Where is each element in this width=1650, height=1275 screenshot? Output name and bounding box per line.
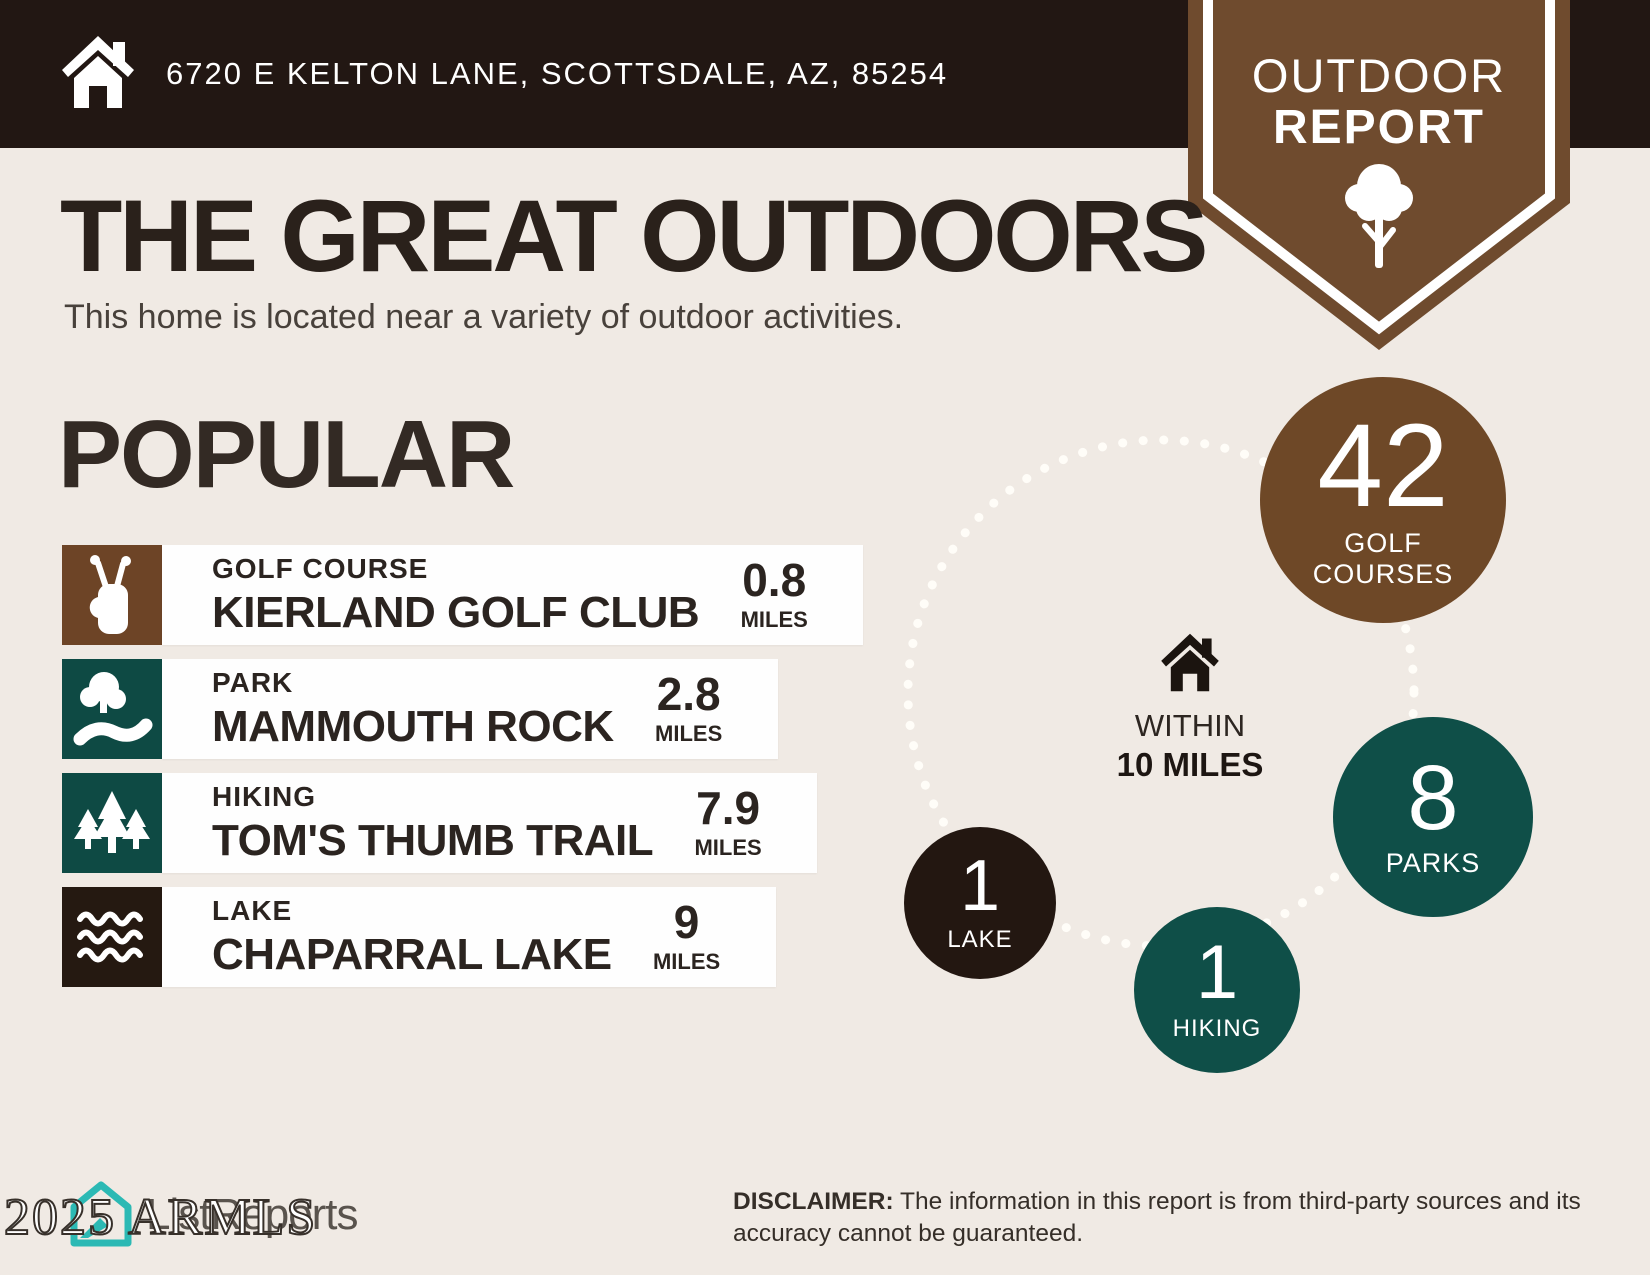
item-distance-unit: MILES — [694, 835, 762, 860]
item-distance-unit: MILES — [655, 721, 723, 746]
item-distance-unit: MILES — [740, 607, 808, 632]
popular-heading: POPULAR — [58, 401, 515, 508]
item-name: KIERLAND GOLF CLUB — [212, 587, 700, 637]
list-item-lake: LAKE CHAPARRAL LAKE 9 MILES — [62, 887, 776, 987]
radius-label: 10 MILES — [1116, 746, 1264, 783]
item-category: LAKE — [212, 894, 293, 926]
dotted-radius-circle — [903, 435, 1419, 956]
item-icon-box — [62, 545, 162, 645]
waves-icon — [77, 911, 143, 963]
radius-center: WITHIN 10 MILES — [1065, 632, 1315, 784]
pine-trees-icon — [74, 791, 150, 853]
home-icon — [58, 34, 138, 115]
item-distance-value: 9 — [673, 896, 700, 948]
popular-list: GOLF COURSE KIERLAND GOLF CLUB 0.8 MILES — [62, 545, 864, 1001]
list-item-golf-course: GOLF COURSE KIERLAND GOLF CLUB 0.8 MILES — [62, 545, 864, 645]
stat-value: 1 — [1195, 930, 1239, 1016]
stat-value: 1 — [959, 846, 1001, 926]
tree-icon — [1329, 158, 1429, 283]
stat-label: LAKE — [947, 926, 1013, 954]
page-title: THE GREAT OUTDOORS — [60, 179, 1208, 293]
stat-value: 42 — [1317, 399, 1449, 532]
within-label: WITHIN — [1134, 708, 1246, 743]
item-icon-box — [62, 887, 162, 987]
stat-circle-golf-courses: 42 GOLF COURSES — [1260, 377, 1506, 623]
stat-label: GOLF COURSES — [1312, 528, 1454, 590]
item-category: PARK — [212, 666, 294, 698]
stat-label: PARKS — [1385, 848, 1481, 879]
item-name: CHAPARRAL LAKE — [212, 929, 612, 979]
address-text: 6720 E KELTON LANE, SCOTTSDALE, AZ, 8525… — [166, 56, 949, 91]
stat-value: 8 — [1407, 746, 1459, 849]
listreports-house-icon — [70, 1181, 132, 1247]
stat-circle-lake: 1 LAKE — [904, 827, 1056, 979]
stat-circle-hiking: 1 HIKING — [1134, 907, 1300, 1073]
list-item-hiking: HIKING TOM'S THUMB TRAIL 7.9 MILES — [62, 773, 818, 873]
listreports-logo-text: ListReports — [146, 1190, 359, 1239]
item-name: TOM'S THUMB TRAIL — [212, 815, 654, 865]
list-item-park: PARK MAMMOUTH ROCK 2.8 MILES — [62, 659, 778, 759]
ribbon-title-line2: REPORT — [1272, 101, 1485, 154]
stat-circle-parks: 8 PARKS — [1333, 717, 1533, 917]
disclaimer-text: The information in this report is from t… — [733, 1188, 1581, 1247]
page-subtitle: This home is located near a variety of o… — [64, 298, 904, 336]
watermark-text: 2025 ARMLS — [3, 1188, 318, 1247]
report-ribbon: OUTDOOR REPORT — [1188, 0, 1570, 352]
center-home-icon — [1161, 633, 1219, 692]
stat-label: HIKING — [1172, 1015, 1262, 1043]
item-category: GOLF COURSE — [212, 552, 429, 584]
listreports-logo: ListReports — [66, 1180, 359, 1250]
item-distance-value: 7.9 — [696, 782, 761, 834]
item-distance-value: 0.8 — [742, 554, 807, 606]
item-distance-value: 2.8 — [656, 668, 721, 720]
item-name: MAMMOUTH ROCK — [212, 701, 614, 751]
park-icon — [73, 672, 153, 746]
item-distance-unit: MILES — [652, 949, 721, 974]
ribbon-title-line1: OUTDOOR — [1251, 49, 1507, 102]
disclaimer: DISCLAIMER: The information in this repo… — [733, 1186, 1613, 1250]
golf-bag-icon — [89, 555, 131, 634]
item-category: HIKING — [212, 780, 316, 812]
item-icon-box — [62, 773, 162, 873]
item-icon-box — [62, 659, 162, 759]
disclaimer-label: DISCLAIMER: — [733, 1188, 894, 1215]
